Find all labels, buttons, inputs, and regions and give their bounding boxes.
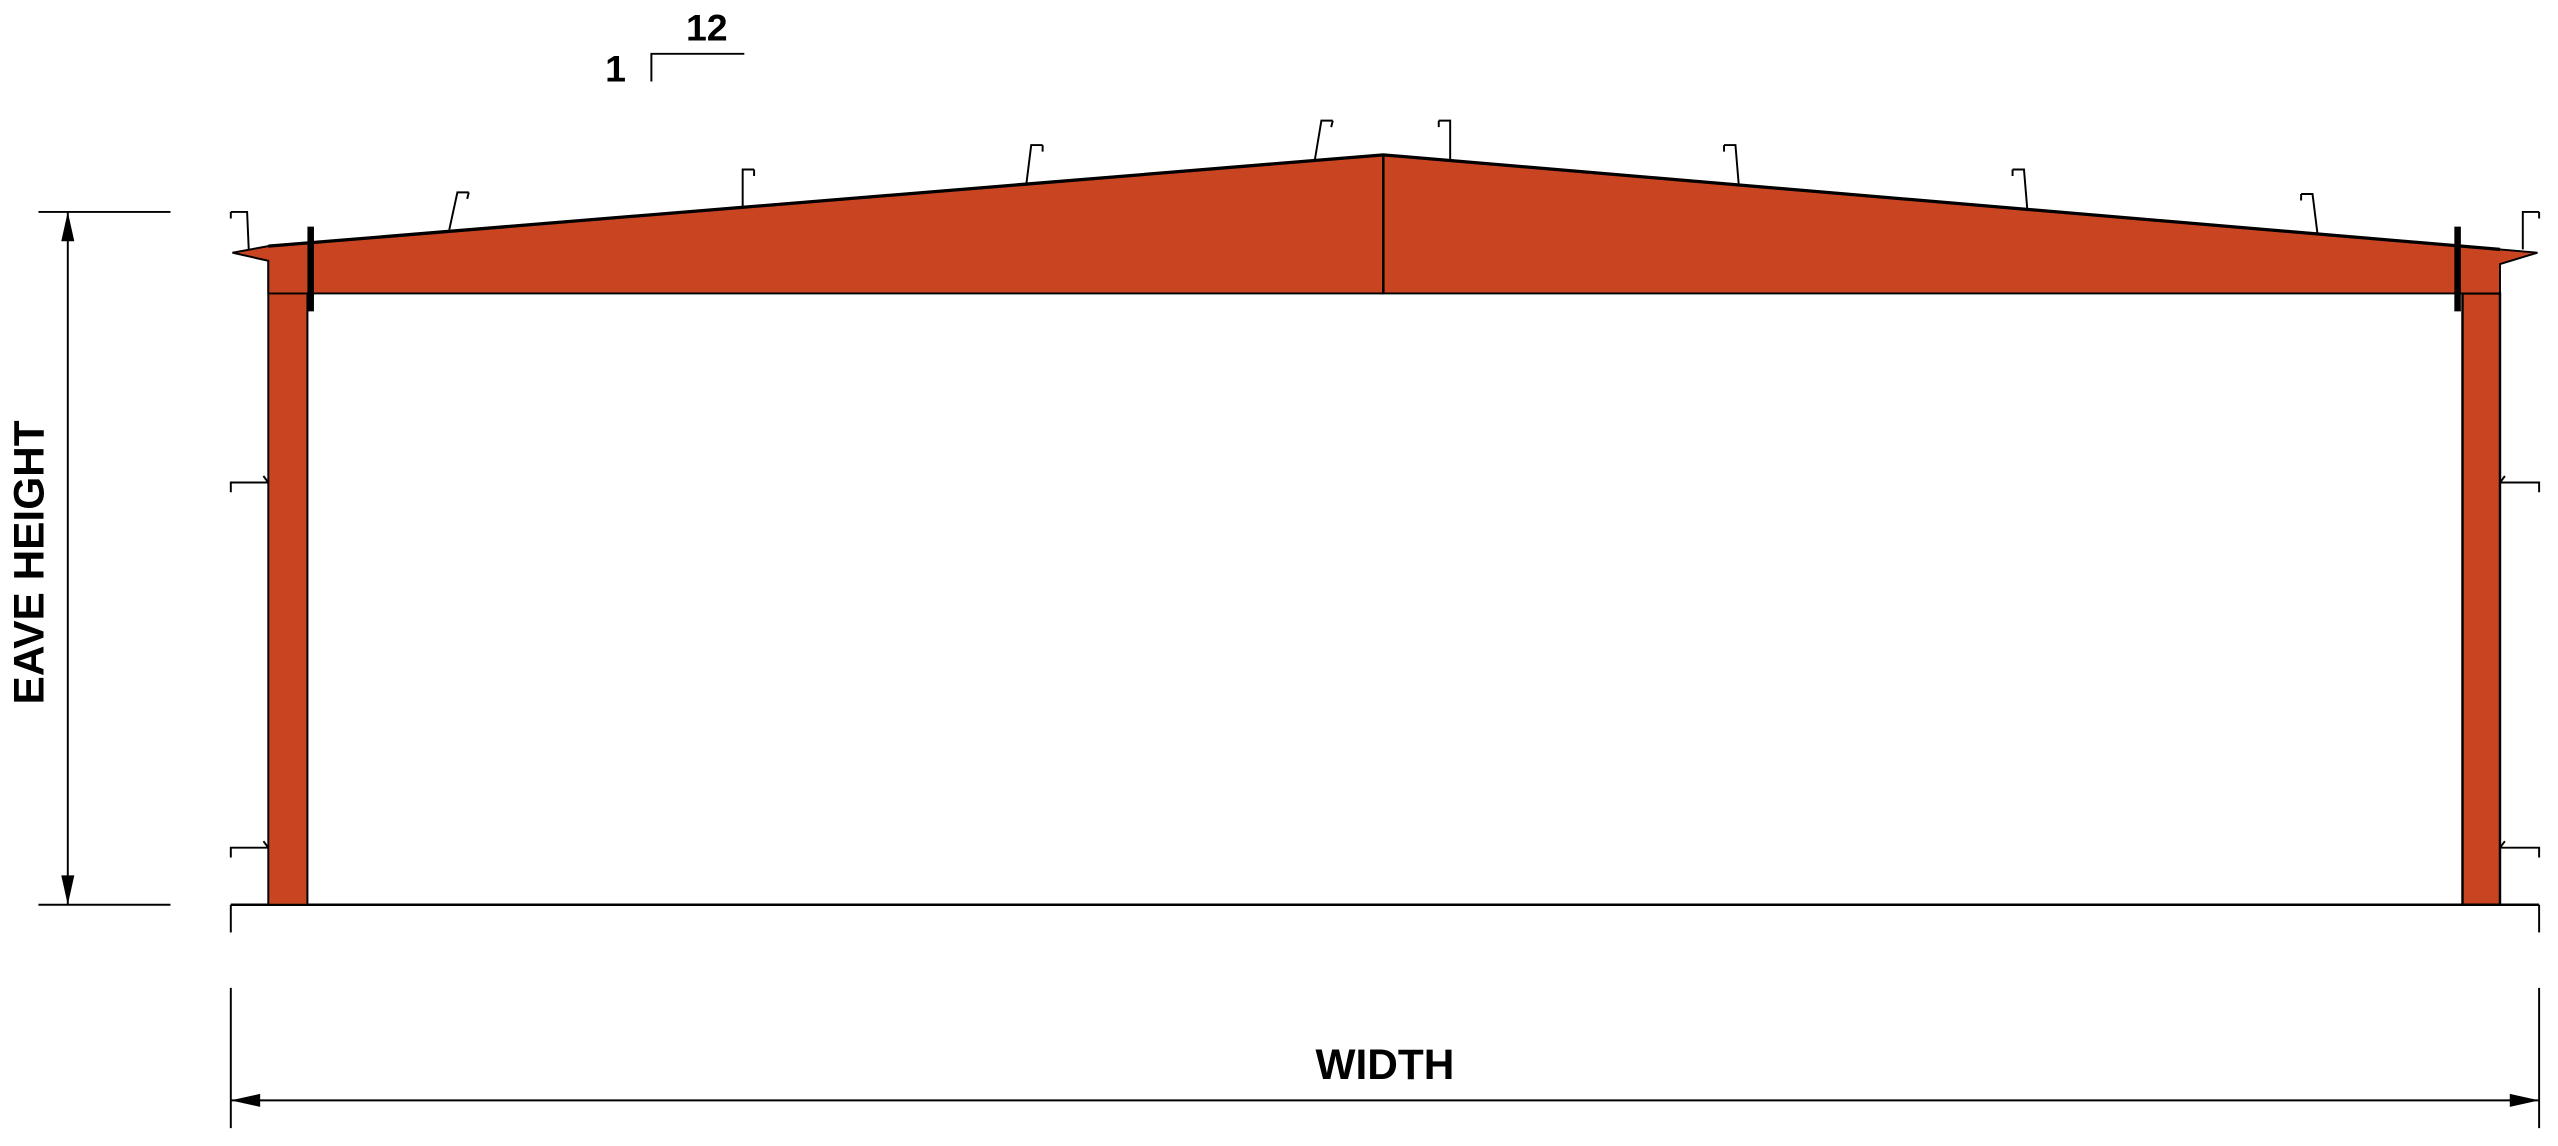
left-column xyxy=(267,251,309,906)
width-label: WIDTH xyxy=(1316,1041,1455,1088)
ground-line xyxy=(229,903,2541,933)
arrow-right-icon xyxy=(2509,1093,2540,1107)
girt xyxy=(2499,475,2541,493)
slope-rise-label: 1 xyxy=(605,48,626,90)
left-rafter xyxy=(232,153,1385,295)
purlin xyxy=(1313,119,1334,160)
roof-slope-indicator: 1 12 xyxy=(605,7,745,90)
wall-girts xyxy=(229,475,2541,858)
right-column xyxy=(2461,292,2502,906)
purlin xyxy=(448,191,470,231)
purlin xyxy=(2521,210,2541,250)
purlin xyxy=(741,168,756,209)
purlin xyxy=(2300,193,2319,234)
arrow-left-icon xyxy=(230,1093,261,1107)
slope-run-label: 12 xyxy=(686,7,728,49)
purlin xyxy=(1723,144,1740,185)
girt xyxy=(229,475,270,493)
width-dimension: WIDTH xyxy=(229,987,2541,1129)
girt xyxy=(229,840,270,858)
eave-height-dimension: EAVE HEIGHT xyxy=(5,210,171,906)
arrow-down-icon xyxy=(61,875,75,905)
purlin xyxy=(2011,168,2029,209)
purlin xyxy=(1025,144,1044,185)
right-rafter xyxy=(1382,153,2538,295)
purlin xyxy=(1437,119,1452,162)
purlin xyxy=(229,210,250,250)
arrow-up-icon xyxy=(61,211,75,242)
slope-triangle xyxy=(650,52,745,82)
roof-purlins xyxy=(229,119,2541,250)
eave-height-label: EAVE HEIGHT xyxy=(5,420,52,704)
girt xyxy=(2499,840,2541,858)
